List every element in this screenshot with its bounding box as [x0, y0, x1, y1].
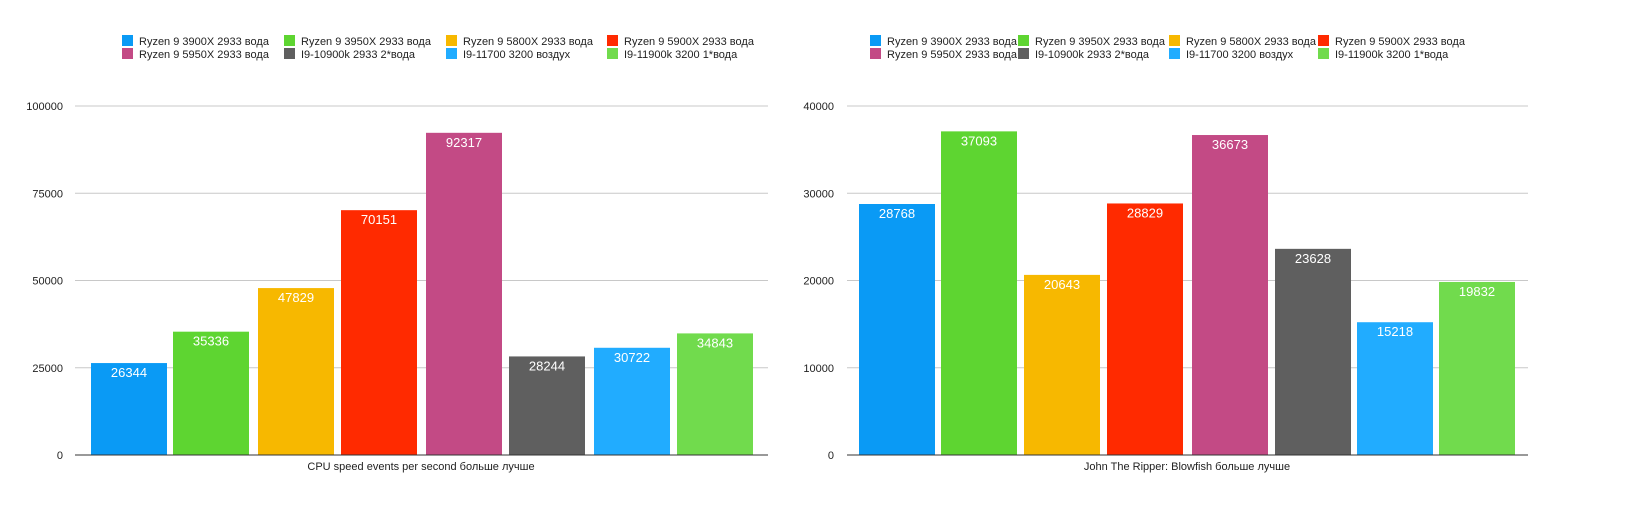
legend-swatch	[607, 35, 618, 46]
bar-value-label: 30722	[614, 350, 650, 365]
bar	[677, 333, 753, 455]
bar-value-label: 19832	[1459, 284, 1495, 299]
legend-label: I9-10900k 2933 2*вода	[301, 49, 416, 61]
bar	[1192, 135, 1268, 455]
legend-label: Ryzen 9 5900X 2933 вода	[624, 36, 755, 48]
legend-swatch	[122, 35, 133, 46]
y-tick-label: 40000	[803, 101, 834, 113]
legend: Ryzen 9 3900X 2933 вода Ryzen 9 3950X 293…	[870, 35, 1466, 61]
legend-label: Ryzen 9 5950X 2933 вода	[887, 49, 1018, 61]
legend-swatch	[122, 48, 133, 59]
legend-label: I9-11900k 3200 1*вода	[1335, 49, 1449, 61]
chart-2: Ryzen 9 3900X 2933 вода Ryzen 9 3950X 293…	[803, 35, 1528, 473]
legend-swatch	[284, 48, 295, 59]
legend-label: I9-10900k 2933 2*вода	[1035, 49, 1150, 61]
bar	[1107, 203, 1183, 455]
legend-label: I9-11900k 3200 1*вода	[624, 49, 738, 61]
bars: 26344 35336 47829 70151 92317 28244 30722 34843	[91, 132, 753, 456]
legend-swatch	[607, 48, 618, 59]
legend-swatch	[1318, 48, 1329, 59]
bars: 28768 37093 20643 28829 36673 23628 15218 19832	[859, 131, 1515, 455]
bar-value-label: 28244	[529, 358, 565, 373]
bar-value-label: 15218	[1377, 324, 1413, 339]
bar	[859, 203, 935, 455]
bar-value-label: 26344	[111, 365, 147, 380]
bar	[426, 132, 502, 456]
y-tick-label: 25000	[32, 363, 63, 375]
bar	[594, 347, 670, 455]
bar-value-label: 20643	[1044, 277, 1080, 292]
bar-value-label: 92317	[446, 135, 482, 150]
bar-value-label: 70151	[361, 212, 397, 227]
legend-label: Ryzen 9 5900X 2933 вода	[1335, 36, 1466, 48]
legend-label: I9-11700 3200 воздух	[463, 49, 571, 61]
bar	[941, 131, 1017, 455]
legend-swatch	[870, 48, 881, 59]
bar-value-label: 28829	[1127, 205, 1163, 220]
y-tick-label: 30000	[803, 188, 834, 200]
y-tick-label: 0	[57, 450, 63, 462]
legend-swatch	[1018, 48, 1029, 59]
bar-value-label: 35336	[193, 334, 229, 349]
bar	[509, 356, 585, 455]
bar	[1024, 274, 1100, 455]
bar-value-label: 37093	[961, 133, 997, 148]
x-axis-label: CPU speed events per second больше лучше	[307, 461, 534, 473]
bar-value-label: 36673	[1212, 137, 1248, 152]
bar	[1275, 248, 1351, 455]
legend-label: Ryzen 9 3900X 2933 вода	[139, 36, 270, 48]
bar	[1439, 281, 1515, 455]
bar-value-label: 28768	[879, 206, 915, 221]
bar	[173, 331, 249, 455]
legend-label: Ryzen 9 5800X 2933 вода	[463, 36, 594, 48]
y-tick-label: 100000	[26, 101, 63, 113]
legend-label: Ryzen 9 3900X 2933 вода	[887, 36, 1018, 48]
legend-swatch	[284, 35, 295, 46]
legend-swatch	[446, 35, 457, 46]
bar	[258, 288, 334, 455]
legend-swatch	[446, 48, 457, 59]
legend-label: Ryzen 9 5800X 2933 вода	[1186, 36, 1317, 48]
legend-label: Ryzen 9 5950X 2933 вода	[139, 49, 270, 61]
legend-swatch	[1169, 48, 1180, 59]
y-tick-label: 20000	[803, 276, 834, 288]
legend-swatch	[1318, 35, 1329, 46]
y-tick-label: 50000	[32, 276, 63, 288]
legend-swatch	[1169, 35, 1180, 46]
x-axis-label: John The Ripper: Blowfish больше лучше	[1084, 461, 1290, 473]
y-tick-label: 75000	[32, 188, 63, 200]
legend-label: Ryzen 9 3950X 2933 вода	[301, 36, 432, 48]
legend-label: I9-11700 3200 воздух	[1186, 49, 1294, 61]
legend-label: Ryzen 9 3950X 2933 вода	[1035, 36, 1166, 48]
y-tick-label: 10000	[803, 363, 834, 375]
bar	[91, 363, 167, 455]
bar	[341, 210, 417, 455]
bar-value-label: 47829	[278, 290, 314, 305]
bar-value-label: 34843	[697, 335, 733, 350]
y-tick-label: 0	[828, 450, 834, 462]
bar	[1357, 322, 1433, 455]
chart-1: Ryzen 9 3900X 2933 вода Ryzen 9 3950X 293…	[26, 35, 768, 473]
legend-swatch	[870, 35, 881, 46]
legend-swatch	[1018, 35, 1029, 46]
legend: Ryzen 9 3900X 2933 вода Ryzen 9 3950X 293…	[122, 35, 755, 61]
bar-value-label: 23628	[1295, 251, 1331, 266]
